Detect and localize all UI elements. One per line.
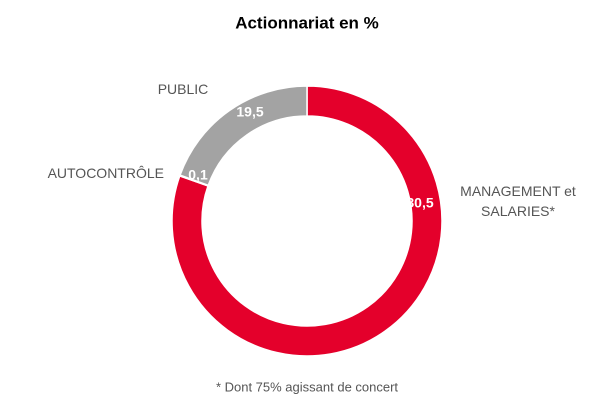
footnote: * Dont 75% agissant de concert	[216, 379, 398, 394]
chart-title: Actionnariat en %	[235, 13, 379, 32]
category-label: MANAGEMENT et SALARIES*	[460, 183, 576, 219]
value-label: 19,5	[236, 104, 263, 120]
category-label: PUBLIC	[157, 81, 209, 97]
category-label: AUTOCONTRÔLE	[47, 165, 164, 181]
value-label: 80,5	[406, 195, 433, 211]
value-label: 0,1	[188, 167, 208, 183]
donut-slice	[171, 85, 443, 357]
donut-slice	[179, 85, 308, 187]
